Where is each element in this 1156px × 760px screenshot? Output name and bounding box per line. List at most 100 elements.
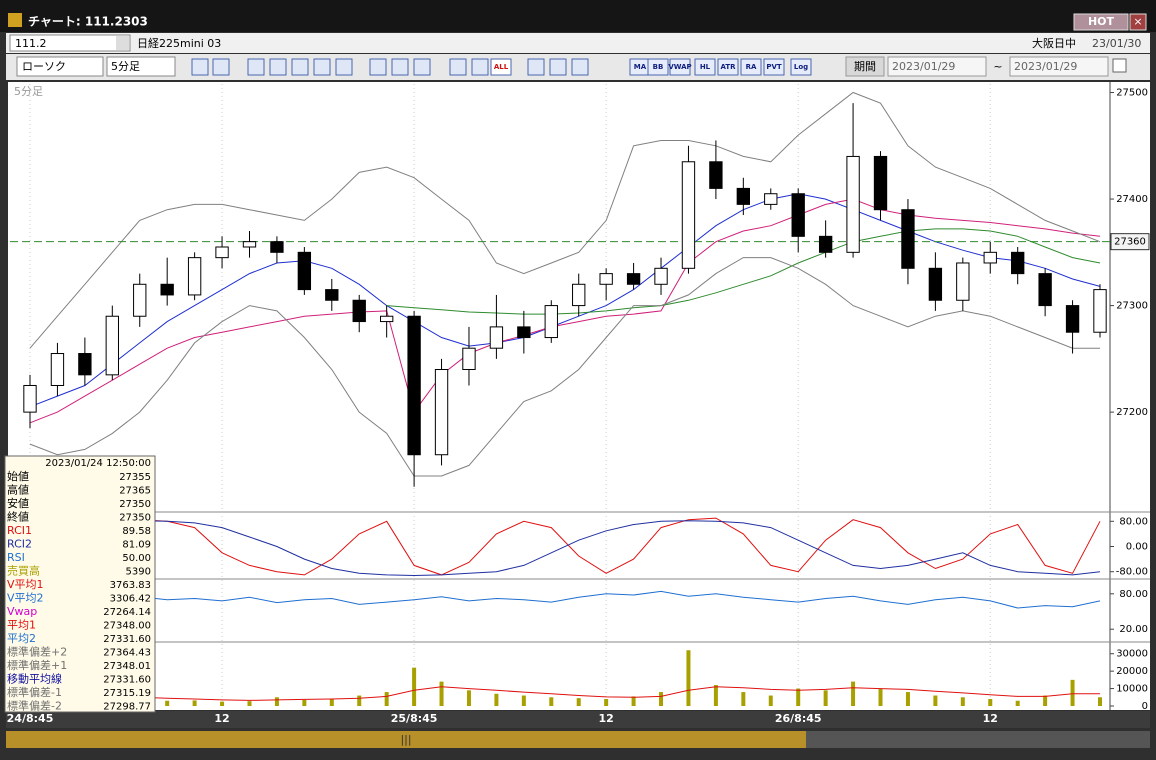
toolbar-icons: ALL MA BB VWAP HL ATR RA PVT Log	[191, 58, 812, 76]
tool-button-label[interactable]: MA	[634, 63, 647, 71]
volume-bar	[851, 681, 856, 706]
info-value: 27350	[119, 513, 151, 524]
tool-button[interactable]	[669, 58, 691, 76]
info-label: V平均1	[7, 578, 44, 591]
chart-type-select[interactable]	[16, 56, 104, 77]
hot-button[interactable]	[1073, 13, 1129, 31]
overlay-line	[29, 91, 1101, 349]
tool-icon[interactable]	[571, 58, 589, 76]
tool-icon[interactable]	[247, 58, 265, 76]
info-time: 2023/01/24 12:50:00	[45, 458, 151, 469]
info-label: RSI	[7, 551, 25, 564]
info-label: RCI1	[7, 524, 32, 537]
from-date[interactable]: 2023/01/29	[892, 60, 955, 73]
hot-label[interactable]: HOT	[1088, 15, 1115, 28]
info-value: 27364.43	[103, 648, 151, 659]
info-value: 27331.60	[103, 675, 151, 686]
period-button[interactable]	[845, 56, 885, 77]
tool-button[interactable]	[790, 58, 812, 76]
tool-icon[interactable]	[449, 58, 467, 76]
scroll-grip[interactable]: |||	[400, 733, 411, 746]
y-tick-label: 27300	[1116, 301, 1148, 312]
tool-button-label[interactable]: BB	[653, 63, 664, 71]
volume-bar	[329, 699, 334, 706]
y-tick-label: -80.00	[1116, 567, 1148, 578]
close-icon[interactable]: ×	[1133, 15, 1142, 28]
tool-icon[interactable]	[391, 58, 409, 76]
volume-bar	[1015, 700, 1020, 706]
to-date-box[interactable]	[1009, 56, 1109, 77]
info-value: 81.09	[122, 540, 151, 551]
info-value: 5390	[126, 567, 151, 578]
close-button[interactable]	[1129, 13, 1147, 31]
tool-button-label[interactable]: PVT	[766, 63, 782, 71]
candle-body	[50, 353, 65, 386]
tool-icon[interactable]	[291, 58, 309, 76]
tool-button-label[interactable]: Log	[794, 63, 808, 71]
tool-icon[interactable]	[369, 58, 387, 76]
info-panel: 2023/01/24 12:50:00 始値 27355 高値 27365 安値 27350…	[4, 455, 156, 713]
info-value: 89.58	[122, 526, 151, 537]
y-tick-label: 20000	[1116, 666, 1148, 677]
candle-body	[1065, 305, 1080, 333]
candle-body	[681, 161, 696, 269]
dropdown-arrow[interactable]	[116, 36, 129, 50]
scrollbar-track[interactable]	[6, 731, 806, 748]
tool-icon[interactable]	[527, 58, 545, 76]
candle-body	[544, 305, 558, 339]
tool-icon[interactable]	[191, 58, 209, 76]
indicator-line	[29, 517, 1101, 576]
volume-bar	[247, 701, 252, 706]
tool-button[interactable]	[694, 58, 716, 76]
interval-select[interactable]	[106, 56, 176, 77]
tool-button[interactable]	[647, 58, 669, 76]
tool-icon[interactable]	[413, 58, 431, 76]
info-value: 27315.19	[103, 688, 151, 699]
period-label[interactable]: 期間	[854, 60, 876, 73]
axis-area	[1110, 82, 1150, 710]
interval[interactable]: 5分足	[111, 60, 140, 73]
tool-button[interactable]	[763, 58, 785, 76]
to-date[interactable]: 2023/01/29	[1014, 60, 1077, 73]
candle-body	[956, 262, 970, 301]
volume-bar	[439, 681, 444, 706]
chart-type[interactable]: ローソク	[22, 60, 66, 73]
from-date-box[interactable]	[887, 56, 987, 77]
y-tick-label: 0.00	[1126, 542, 1148, 553]
current-price-box	[1110, 233, 1150, 251]
symbol-code[interactable]: 111.2	[15, 37, 47, 50]
tool-icon[interactable]	[313, 58, 331, 76]
tool-button-label[interactable]: HL	[700, 63, 711, 71]
tool-icon[interactable]	[212, 58, 230, 76]
tool-icon[interactable]	[549, 58, 567, 76]
volume-bar	[549, 697, 554, 706]
tool-button-label[interactable]: ATR	[720, 63, 736, 71]
candle-body	[23, 384, 37, 413]
info-label: RCI2	[7, 538, 32, 551]
tool-icon[interactable]	[335, 58, 353, 76]
symbol-box[interactable]	[9, 34, 131, 52]
overlay-line	[29, 198, 1101, 424]
tool-button-label[interactable]: RA	[746, 63, 757, 71]
info-value: 27298.77	[103, 702, 151, 713]
candle-body	[517, 326, 531, 339]
tool-button-label[interactable]: VWAP	[668, 63, 691, 71]
candle-body	[297, 251, 312, 291]
tool-button[interactable]	[490, 58, 512, 76]
candle-body	[1093, 289, 1107, 333]
tool-icon[interactable]	[471, 58, 489, 76]
x-axis-bar	[6, 711, 1150, 728]
candle-body	[242, 241, 257, 248]
y-tick-label: 30000	[1116, 649, 1148, 660]
checkbox[interactable]	[1112, 58, 1127, 73]
tool-button[interactable]	[717, 58, 739, 76]
volume-bar	[933, 695, 938, 706]
volume-bar	[220, 701, 225, 706]
tool-button[interactable]	[740, 58, 762, 76]
scrollbar-rest[interactable]	[806, 731, 1150, 748]
tool-icon[interactable]	[269, 58, 287, 76]
info-label: 移動平均線	[7, 672, 62, 686]
y-tick-label: 80.00	[1119, 589, 1148, 600]
volume-bar	[631, 696, 636, 706]
tool-button-label[interactable]: ALL	[494, 63, 509, 71]
